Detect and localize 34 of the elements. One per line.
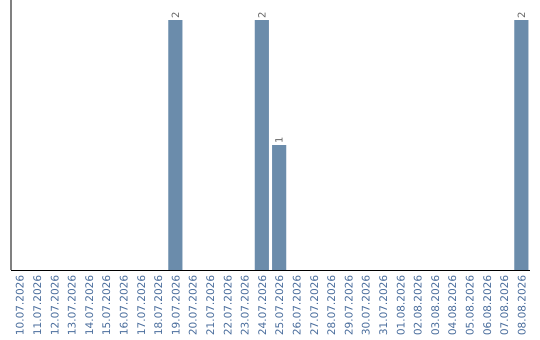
x-tick-label: 22.07.2026 bbox=[222, 274, 234, 336]
x-tick-label: 16.07.2026 bbox=[118, 274, 130, 336]
x-tick-label: 05.08.2026 bbox=[464, 274, 476, 336]
x-tick-label: 14.07.2026 bbox=[84, 274, 96, 336]
x-tick-label: 28.07.2026 bbox=[326, 274, 338, 336]
x-tick-label: 23.07.2026 bbox=[240, 274, 252, 336]
x-tick-label: 13.07.2026 bbox=[66, 274, 79, 336]
x-tick-label: 18.07.2026 bbox=[153, 274, 166, 336]
x-tick-label: 03.08.2026 bbox=[430, 274, 442, 336]
data-label: 2 bbox=[170, 12, 182, 18]
x-tick-label: 31.07.2026 bbox=[378, 274, 390, 336]
x-tick-label: 10.07.2026 bbox=[14, 274, 27, 336]
x-tick-label: 17.07.2026 bbox=[136, 274, 148, 336]
x-tick-label: 08.08.2026 bbox=[516, 274, 528, 336]
x-tick-label: 27.07.2026 bbox=[308, 274, 321, 336]
data-label: 2 bbox=[516, 12, 528, 18]
data-label: 1 bbox=[274, 136, 286, 143]
x-tick-label: 26.07.2026 bbox=[291, 274, 304, 336]
x-tick-label: 02.08.2026 bbox=[412, 274, 425, 336]
x-tick-label: 07.08.2026 bbox=[499, 274, 512, 336]
x-tick-label: 15.07.2026 bbox=[101, 274, 114, 336]
data-label: 2 bbox=[257, 12, 268, 18]
x-tick-label: 11.07.2026 bbox=[32, 274, 44, 336]
x-tick-label: 06.08.2026 bbox=[482, 274, 494, 336]
x-tick-label: 12.07.2026 bbox=[49, 274, 62, 336]
x-tick-label: 01.08.2026 bbox=[395, 274, 408, 336]
x-tick-label: 25.07.2026 bbox=[274, 274, 286, 336]
x-tick-label: 20.07.2026 bbox=[188, 274, 200, 336]
x-tick-label: 21.07.2026 bbox=[204, 274, 217, 336]
x-tick-label: 24.07.2026 bbox=[256, 274, 269, 336]
x-tick-label: 19.07.2026 bbox=[170, 274, 182, 336]
x-tick-label: 04.08.2026 bbox=[447, 274, 460, 336]
x-tick-label: 29.07.2026 bbox=[343, 274, 356, 336]
x-tick-label: 30.07.2026 bbox=[360, 274, 373, 336]
